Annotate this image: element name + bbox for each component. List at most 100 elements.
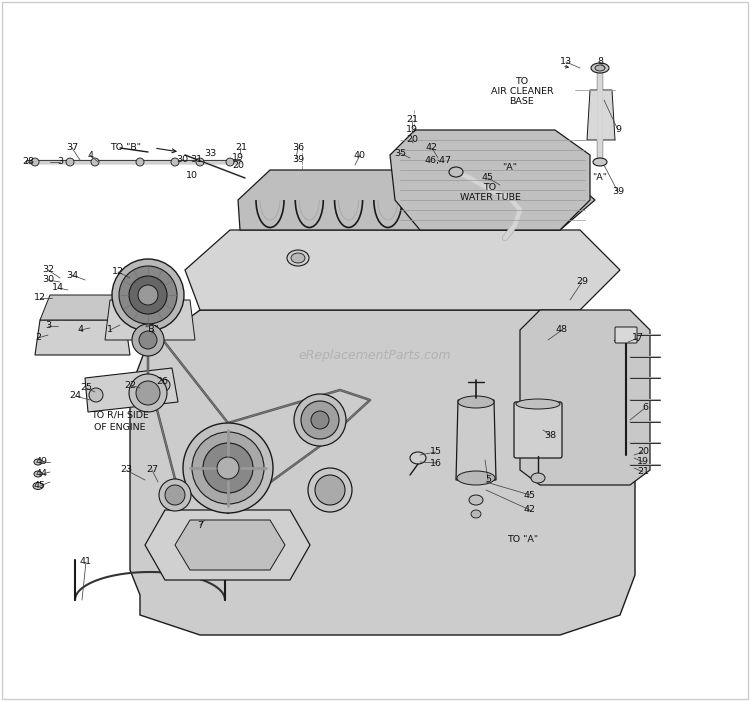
Ellipse shape — [311, 411, 329, 429]
Text: 13: 13 — [560, 57, 572, 67]
Text: 48: 48 — [556, 325, 568, 334]
Ellipse shape — [171, 158, 179, 166]
Text: 22: 22 — [124, 381, 136, 390]
Text: 6: 6 — [642, 404, 648, 412]
Text: 36: 36 — [292, 144, 304, 153]
Ellipse shape — [158, 379, 170, 391]
Text: 2: 2 — [35, 334, 41, 343]
Ellipse shape — [33, 482, 43, 489]
Text: 45: 45 — [482, 174, 494, 182]
Ellipse shape — [119, 266, 177, 324]
Ellipse shape — [31, 158, 39, 166]
Text: 5: 5 — [485, 475, 491, 484]
Polygon shape — [105, 300, 195, 340]
Text: 21: 21 — [406, 116, 418, 125]
FancyBboxPatch shape — [514, 402, 562, 458]
Ellipse shape — [139, 331, 157, 349]
Text: 21: 21 — [235, 144, 247, 153]
Text: 38: 38 — [544, 430, 556, 440]
Polygon shape — [130, 310, 635, 635]
Text: "A": "A" — [592, 174, 608, 182]
Ellipse shape — [301, 401, 339, 439]
Text: OF ENGINE: OF ENGINE — [94, 423, 146, 432]
Ellipse shape — [410, 452, 426, 464]
Text: 17: 17 — [632, 334, 644, 343]
Ellipse shape — [136, 381, 160, 405]
Ellipse shape — [34, 471, 42, 477]
Polygon shape — [175, 520, 285, 570]
Ellipse shape — [112, 259, 184, 331]
Text: 45: 45 — [524, 491, 536, 500]
Text: TO: TO — [515, 78, 529, 86]
FancyBboxPatch shape — [615, 327, 637, 343]
Text: 3: 3 — [57, 158, 63, 167]
Text: 39: 39 — [612, 187, 624, 196]
Ellipse shape — [315, 475, 345, 505]
Text: 39: 39 — [292, 156, 304, 165]
Text: 27: 27 — [146, 465, 158, 475]
Ellipse shape — [183, 423, 273, 513]
Text: WATER TUBE: WATER TUBE — [460, 193, 520, 203]
Text: 31: 31 — [190, 156, 202, 165]
Ellipse shape — [89, 388, 103, 402]
Ellipse shape — [531, 473, 545, 483]
Text: 14: 14 — [52, 283, 64, 292]
Text: eReplacementParts.com: eReplacementParts.com — [298, 348, 452, 362]
Ellipse shape — [516, 399, 560, 409]
Ellipse shape — [132, 324, 164, 356]
Text: 49: 49 — [36, 458, 48, 466]
Text: 26: 26 — [156, 378, 168, 386]
Text: TO R/H SIDE: TO R/H SIDE — [91, 411, 149, 419]
Ellipse shape — [136, 158, 144, 166]
Polygon shape — [456, 400, 496, 480]
Polygon shape — [35, 320, 130, 355]
Polygon shape — [40, 295, 135, 320]
Ellipse shape — [458, 396, 494, 408]
Text: 12: 12 — [34, 294, 46, 303]
Ellipse shape — [591, 63, 609, 73]
Ellipse shape — [595, 65, 605, 71]
Text: 37: 37 — [66, 144, 78, 153]
Ellipse shape — [203, 443, 253, 493]
Polygon shape — [238, 170, 595, 230]
Text: 29: 29 — [576, 278, 588, 287]
Polygon shape — [185, 230, 620, 310]
Text: 7: 7 — [197, 521, 203, 529]
Text: TO: TO — [484, 184, 496, 193]
Text: 19: 19 — [406, 125, 418, 135]
Text: 15: 15 — [430, 447, 442, 456]
Ellipse shape — [469, 495, 483, 505]
Polygon shape — [520, 310, 650, 485]
Ellipse shape — [291, 253, 305, 263]
Ellipse shape — [294, 394, 346, 446]
Text: 45: 45 — [34, 482, 46, 491]
Text: 30: 30 — [176, 156, 188, 165]
Text: 20: 20 — [637, 447, 649, 456]
Ellipse shape — [159, 479, 191, 511]
Ellipse shape — [129, 374, 167, 412]
Text: 30: 30 — [42, 275, 54, 285]
Text: 4: 4 — [87, 151, 93, 160]
Text: 19: 19 — [637, 458, 649, 466]
Polygon shape — [145, 510, 310, 580]
Text: 46,47: 46,47 — [424, 156, 451, 165]
Ellipse shape — [66, 158, 74, 166]
Text: 12: 12 — [112, 268, 124, 276]
Ellipse shape — [138, 285, 158, 305]
Polygon shape — [390, 130, 590, 230]
Ellipse shape — [308, 468, 352, 512]
Text: 8: 8 — [597, 57, 603, 67]
Text: "A": "A" — [503, 163, 518, 172]
Text: 20: 20 — [406, 135, 418, 144]
Text: BASE: BASE — [510, 97, 534, 107]
Ellipse shape — [471, 510, 481, 518]
Ellipse shape — [192, 432, 264, 504]
Text: 42: 42 — [426, 144, 438, 153]
Text: 1: 1 — [107, 325, 113, 334]
Text: 34: 34 — [66, 271, 78, 280]
Text: 42: 42 — [524, 505, 536, 515]
Ellipse shape — [165, 485, 185, 505]
Text: 19: 19 — [232, 153, 244, 161]
Text: 28: 28 — [22, 158, 34, 167]
Ellipse shape — [457, 471, 495, 485]
